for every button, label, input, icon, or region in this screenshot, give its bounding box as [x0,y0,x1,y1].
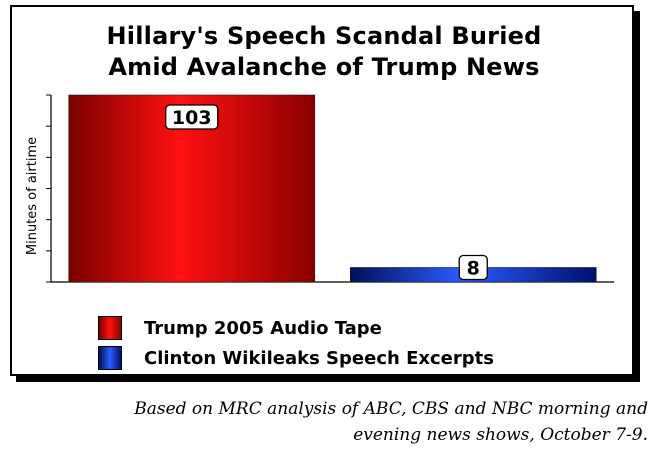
bar-chart: 103 8 Minutes of airtime [25,94,614,283]
data-label-1: 8 [467,257,480,279]
chart-panel: Hillary's Speech Scandal Buried Amid Ava… [10,5,634,376]
data-label-box-0 [165,104,219,130]
chart-title-line-2: Amid Avalanche of Trump News [108,53,540,81]
legend-label-trump: Trump 2005 Audio Tape [144,317,382,339]
legend-swatch-blue [98,346,122,370]
source-note: Based on MRC analysis of ABC, CBS and NB… [48,396,648,448]
legend-label-clinton: Clinton Wikileaks Speech Excerpts [144,347,494,369]
data-label-0: 103 [172,107,212,129]
data-label-box-1 [458,254,488,281]
legend-swatch-red [98,316,122,340]
y-axis-label: Minutes of airtime [25,137,40,255]
source-note-line-2: evening news shows, October 7-9. [353,425,648,445]
source-note-line-1: Based on MRC analysis of ABC, CBS and NB… [134,399,648,419]
chart-title-line-1: Hillary's Speech Scandal Buried [106,22,542,50]
legend-item-trump: Trump 2005 Audio Tape [98,315,382,341]
legend-item-clinton: Clinton Wikileaks Speech Excerpts [98,345,494,371]
